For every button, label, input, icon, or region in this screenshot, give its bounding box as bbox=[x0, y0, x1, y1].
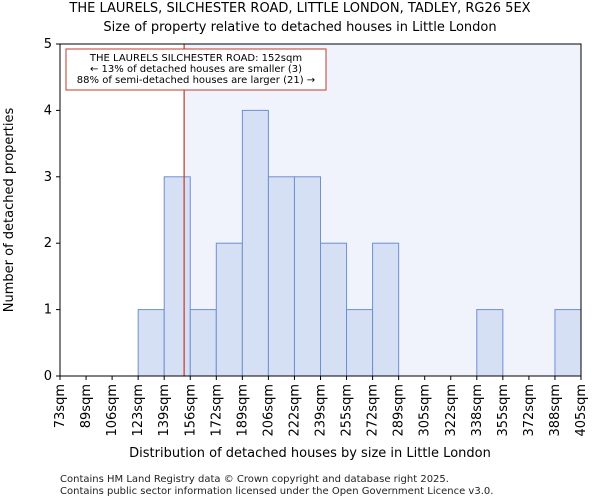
x-tick-label: 189sqm bbox=[235, 384, 250, 437]
x-tick-label: 172sqm bbox=[209, 384, 224, 437]
x-tick-label: 338sqm bbox=[470, 384, 485, 437]
x-axis-ticks: 73sqm 89sqm 106sqm 123sqm 139sqm 156sqm 172sqm… bbox=[53, 376, 589, 437]
y-axis-label: Number of detached properties bbox=[2, 108, 17, 313]
x-tick-label: 239sqm bbox=[314, 384, 329, 437]
bar-272sqm bbox=[372, 242, 400, 377]
chart-title: THE LAURELS, SILCHESTER ROAD, LITTLE LON… bbox=[68, 1, 530, 16]
bars-layer bbox=[137, 109, 582, 377]
x-tick-label: 139sqm bbox=[157, 384, 172, 437]
x-tick-label: 355sqm bbox=[496, 384, 511, 437]
y-tick-label: 2 bbox=[44, 236, 52, 251]
x-tick-label: 305sqm bbox=[418, 384, 433, 437]
x-tick-label: 405sqm bbox=[574, 384, 589, 437]
y-tick-label: 1 bbox=[44, 303, 52, 318]
x-tick-label: 123sqm bbox=[131, 384, 146, 437]
bar-338sqm bbox=[476, 309, 504, 377]
y-tick-label: 3 bbox=[44, 170, 52, 185]
bar-123sqm bbox=[137, 309, 165, 377]
x-tick-label: 322sqm bbox=[444, 384, 459, 437]
annotation-box: THE LAURELS SILCHESTER ROAD: 152sqm ← 13… bbox=[65, 48, 327, 91]
x-tick-label: 73sqm bbox=[53, 384, 68, 428]
x-tick-label: 255sqm bbox=[340, 384, 355, 437]
footer-line-2: Contains public sector information licen… bbox=[60, 486, 493, 497]
bar-239sqm bbox=[320, 242, 348, 377]
y-axis-ticks: 0 1 2 3 4 5 bbox=[44, 37, 60, 384]
y-tick-label: 0 bbox=[44, 369, 52, 384]
x-tick-label: 206sqm bbox=[261, 384, 276, 437]
x-tick-label: 89sqm bbox=[79, 384, 94, 428]
footer-line-1: Contains HM Land Registry data © Crown c… bbox=[60, 474, 449, 485]
y-tick-label: 5 bbox=[44, 37, 52, 52]
y-tick-label: 4 bbox=[44, 103, 52, 118]
x-tick-label: 372sqm bbox=[522, 384, 537, 437]
bar-189sqm bbox=[241, 109, 269, 377]
x-tick-label: 156sqm bbox=[183, 384, 198, 437]
bar-388sqm bbox=[554, 309, 582, 377]
x-tick-label: 272sqm bbox=[366, 384, 381, 437]
bar-156sqm bbox=[189, 309, 217, 377]
x-tick-label: 106sqm bbox=[105, 384, 120, 437]
x-axis-label: Distribution of detached houses by size … bbox=[129, 446, 491, 461]
chart-subtitle: Size of property relative to detached ho… bbox=[103, 20, 496, 35]
annotation-border bbox=[65, 48, 327, 91]
bar-206sqm bbox=[267, 176, 295, 377]
annotation-line-2: ← 13% of detached houses are smaller (3) bbox=[90, 64, 302, 75]
bar-255sqm bbox=[346, 309, 374, 377]
annotation-line-1: THE LAURELS SILCHESTER ROAD: 152sqm bbox=[89, 53, 302, 64]
x-tick-label: 388sqm bbox=[548, 384, 563, 437]
x-tick-label: 222sqm bbox=[287, 384, 302, 437]
bar-172sqm bbox=[215, 242, 243, 377]
bar-222sqm bbox=[293, 176, 322, 377]
annotation-line-3: 88% of semi-detached houses are larger (… bbox=[77, 75, 315, 86]
bar-139sqm bbox=[163, 176, 191, 377]
x-tick-label: 289sqm bbox=[392, 384, 407, 437]
